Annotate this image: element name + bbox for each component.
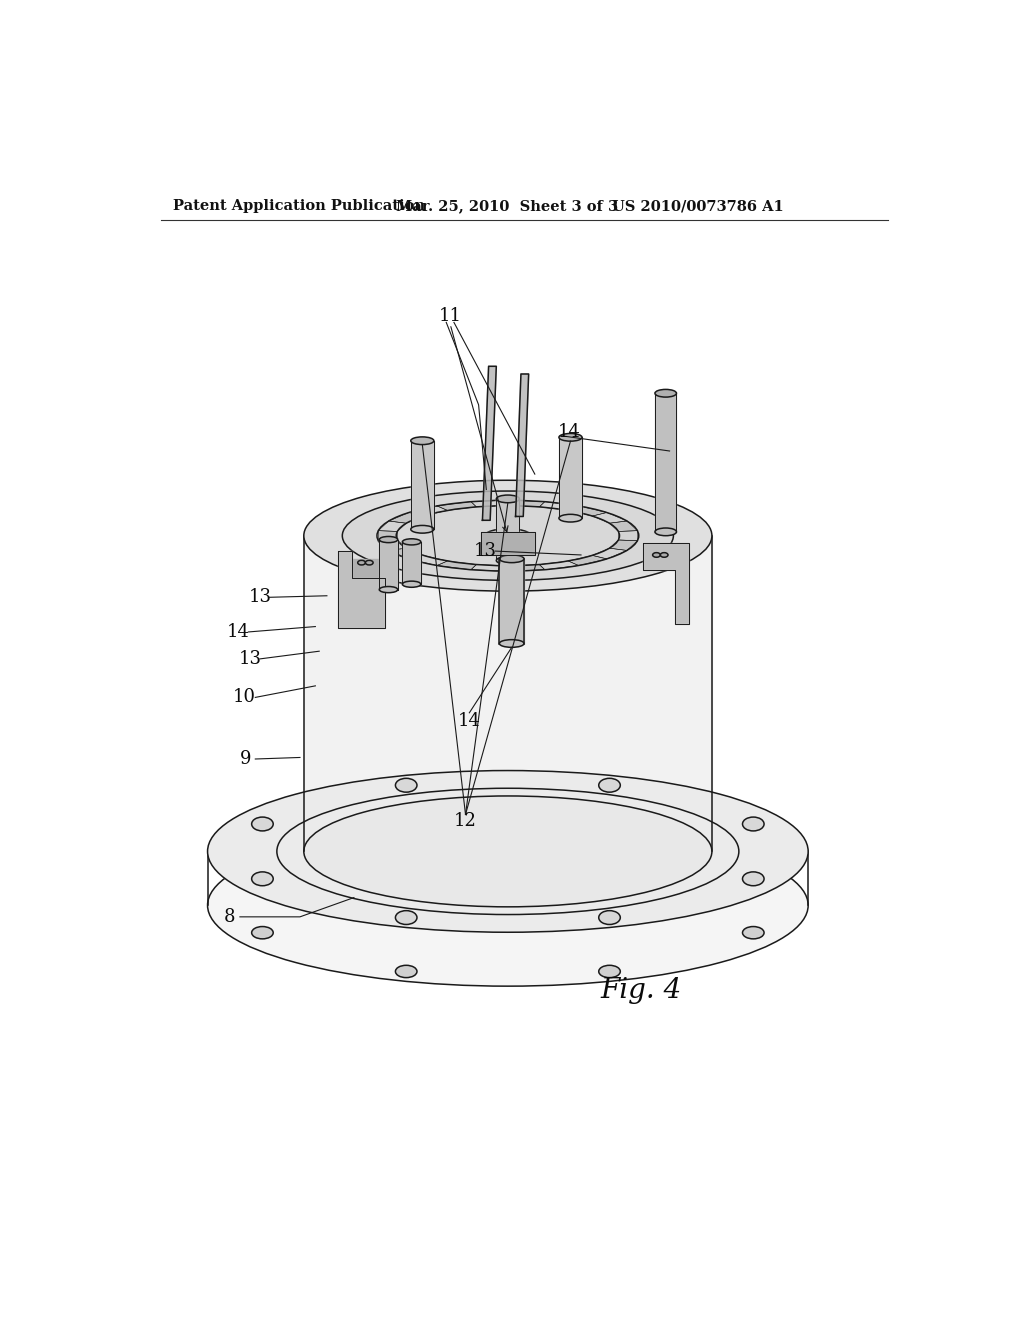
Ellipse shape	[357, 561, 366, 565]
Text: Mar. 25, 2010  Sheet 3 of 3: Mar. 25, 2010 Sheet 3 of 3	[396, 199, 618, 213]
Text: 10: 10	[233, 689, 256, 706]
Ellipse shape	[742, 817, 764, 830]
Text: 13: 13	[473, 543, 497, 560]
Polygon shape	[655, 393, 677, 532]
Ellipse shape	[395, 911, 417, 924]
Text: Patent Application Publication: Patent Application Publication	[173, 199, 425, 213]
Ellipse shape	[304, 480, 712, 591]
Ellipse shape	[379, 536, 397, 543]
Text: US 2010/0073786 A1: US 2010/0073786 A1	[611, 199, 783, 213]
Ellipse shape	[742, 873, 764, 886]
Polygon shape	[402, 543, 421, 585]
Ellipse shape	[402, 581, 421, 587]
Ellipse shape	[497, 557, 519, 565]
Ellipse shape	[655, 389, 677, 397]
Polygon shape	[568, 506, 607, 516]
Text: 12: 12	[454, 812, 477, 829]
Ellipse shape	[379, 586, 397, 593]
Polygon shape	[304, 536, 712, 851]
Ellipse shape	[304, 796, 712, 907]
Text: 13: 13	[249, 589, 271, 606]
Ellipse shape	[252, 927, 273, 939]
Ellipse shape	[411, 525, 434, 533]
Polygon shape	[471, 500, 508, 507]
Polygon shape	[500, 558, 524, 644]
Polygon shape	[437, 502, 476, 511]
Polygon shape	[643, 544, 689, 624]
Polygon shape	[540, 561, 579, 570]
Ellipse shape	[252, 873, 273, 886]
Polygon shape	[378, 521, 407, 532]
Polygon shape	[592, 512, 627, 523]
Text: 14: 14	[458, 711, 481, 730]
Ellipse shape	[402, 539, 421, 545]
Polygon shape	[497, 499, 519, 561]
Text: 14: 14	[558, 422, 581, 441]
Ellipse shape	[742, 927, 764, 939]
Polygon shape	[437, 561, 476, 570]
Ellipse shape	[208, 771, 808, 932]
Polygon shape	[618, 531, 637, 541]
Polygon shape	[508, 565, 545, 572]
Polygon shape	[411, 441, 434, 529]
Text: 14: 14	[227, 623, 250, 642]
Text: 9: 9	[241, 750, 252, 768]
Polygon shape	[471, 565, 508, 572]
Polygon shape	[379, 540, 397, 590]
Ellipse shape	[599, 965, 621, 978]
Ellipse shape	[208, 825, 808, 986]
Ellipse shape	[395, 965, 417, 978]
Ellipse shape	[366, 561, 373, 565]
Ellipse shape	[342, 491, 674, 581]
Ellipse shape	[655, 528, 677, 536]
Polygon shape	[540, 502, 579, 511]
Polygon shape	[409, 506, 447, 516]
Ellipse shape	[599, 779, 621, 792]
Ellipse shape	[500, 554, 524, 562]
Text: 8: 8	[223, 908, 234, 925]
Text: 13: 13	[239, 649, 261, 668]
Polygon shape	[568, 556, 607, 565]
Polygon shape	[389, 512, 424, 523]
Ellipse shape	[411, 437, 434, 445]
Ellipse shape	[559, 433, 582, 441]
Polygon shape	[482, 367, 497, 520]
Polygon shape	[389, 548, 424, 558]
Ellipse shape	[652, 553, 660, 557]
Polygon shape	[378, 531, 397, 541]
Polygon shape	[409, 556, 447, 565]
Polygon shape	[481, 532, 535, 554]
Ellipse shape	[599, 911, 621, 924]
Ellipse shape	[252, 817, 273, 830]
Polygon shape	[352, 558, 385, 578]
Polygon shape	[378, 540, 407, 550]
Ellipse shape	[484, 529, 531, 543]
Ellipse shape	[497, 495, 519, 503]
Polygon shape	[609, 521, 637, 532]
Polygon shape	[515, 374, 528, 516]
Polygon shape	[559, 437, 582, 519]
Polygon shape	[609, 540, 637, 550]
Ellipse shape	[559, 515, 582, 521]
Text: Fig. 4: Fig. 4	[600, 977, 682, 1003]
Polygon shape	[592, 548, 627, 558]
Ellipse shape	[500, 640, 524, 647]
Text: 11: 11	[438, 308, 462, 325]
Ellipse shape	[660, 553, 668, 557]
Polygon shape	[508, 500, 545, 507]
Polygon shape	[339, 552, 385, 628]
Ellipse shape	[395, 779, 417, 792]
